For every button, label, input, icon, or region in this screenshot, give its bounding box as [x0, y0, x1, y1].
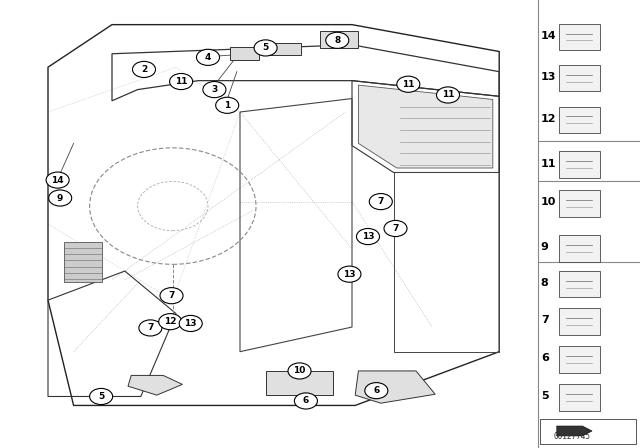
Circle shape — [160, 288, 183, 304]
Circle shape — [139, 320, 162, 336]
Text: 12: 12 — [164, 317, 177, 326]
FancyBboxPatch shape — [559, 190, 600, 217]
Text: 00127745: 00127745 — [553, 432, 590, 441]
Circle shape — [216, 97, 239, 113]
Text: 8: 8 — [541, 278, 548, 288]
Text: 7: 7 — [541, 315, 548, 325]
FancyArrow shape — [557, 426, 592, 436]
Text: 9: 9 — [541, 242, 548, 252]
FancyBboxPatch shape — [559, 65, 600, 91]
Circle shape — [196, 49, 220, 65]
Circle shape — [132, 61, 156, 78]
Circle shape — [46, 172, 69, 188]
FancyBboxPatch shape — [559, 24, 600, 50]
Text: 3: 3 — [211, 85, 218, 94]
Polygon shape — [358, 85, 493, 168]
Text: 7: 7 — [168, 291, 175, 300]
Circle shape — [49, 190, 72, 206]
Text: 10: 10 — [293, 366, 306, 375]
FancyBboxPatch shape — [559, 271, 600, 297]
FancyBboxPatch shape — [559, 308, 600, 335]
Text: 6: 6 — [541, 353, 548, 363]
Text: 13: 13 — [184, 319, 197, 328]
Circle shape — [288, 363, 311, 379]
Bar — [540, 419, 636, 444]
Text: 9: 9 — [57, 194, 63, 202]
Text: 6: 6 — [303, 396, 309, 405]
Text: 1: 1 — [224, 101, 230, 110]
Circle shape — [90, 388, 113, 405]
Circle shape — [159, 314, 182, 330]
Text: 11: 11 — [541, 159, 556, 168]
Text: 5: 5 — [541, 392, 548, 401]
Text: 11: 11 — [442, 90, 454, 99]
Text: 11: 11 — [175, 77, 188, 86]
Polygon shape — [128, 375, 182, 395]
Circle shape — [356, 228, 380, 245]
Circle shape — [369, 194, 392, 210]
FancyBboxPatch shape — [559, 384, 600, 411]
Text: 5: 5 — [262, 43, 269, 52]
Circle shape — [397, 76, 420, 92]
FancyBboxPatch shape — [559, 346, 600, 373]
Text: 4: 4 — [205, 53, 211, 62]
Text: 5: 5 — [98, 392, 104, 401]
Bar — [320, 31, 358, 48]
Circle shape — [365, 383, 388, 399]
Text: 7: 7 — [392, 224, 399, 233]
Text: 13: 13 — [362, 232, 374, 241]
Text: 12: 12 — [541, 114, 556, 124]
Text: 2: 2 — [141, 65, 147, 74]
Circle shape — [338, 266, 361, 282]
Circle shape — [203, 82, 226, 98]
Circle shape — [384, 220, 407, 237]
Text: 8: 8 — [334, 36, 340, 45]
FancyBboxPatch shape — [559, 151, 600, 178]
FancyBboxPatch shape — [559, 235, 600, 262]
FancyBboxPatch shape — [559, 107, 600, 133]
Circle shape — [294, 393, 317, 409]
Circle shape — [254, 40, 277, 56]
Bar — [64, 242, 102, 282]
Bar — [230, 47, 259, 60]
Text: 13: 13 — [343, 270, 356, 279]
Text: 7: 7 — [378, 197, 384, 206]
Circle shape — [170, 73, 193, 90]
Text: 14: 14 — [541, 31, 556, 41]
Text: 7: 7 — [147, 323, 154, 332]
Polygon shape — [355, 371, 435, 403]
Text: 11: 11 — [402, 80, 415, 89]
Circle shape — [436, 87, 460, 103]
Circle shape — [179, 315, 202, 332]
Text: 6: 6 — [373, 386, 380, 395]
Polygon shape — [266, 371, 333, 395]
Text: 14: 14 — [51, 176, 64, 185]
Text: 13: 13 — [541, 72, 556, 82]
Circle shape — [326, 32, 349, 48]
Bar — [269, 43, 301, 55]
Text: 10: 10 — [541, 198, 556, 207]
